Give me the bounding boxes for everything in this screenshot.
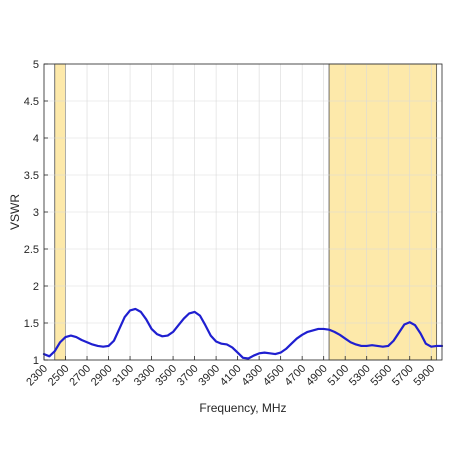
y-tick-label: 1 — [33, 355, 39, 367]
series-layer — [42, 307, 444, 360]
x-tick-label: 3700 — [175, 363, 201, 389]
x-tick-label: 4700 — [282, 363, 308, 389]
x-tick-label: 5900 — [412, 363, 438, 389]
x-tick-label: 2900 — [89, 363, 115, 389]
x-tick-label: 3300 — [132, 363, 158, 389]
x-tick-label: 3500 — [153, 363, 179, 389]
x-tick-label: 3900 — [196, 363, 222, 389]
x-tick-label: 5700 — [390, 363, 416, 389]
x-tick-label: 2500 — [46, 363, 72, 389]
y-tick-label: 3.5 — [24, 170, 39, 182]
x-tick-label: 3100 — [110, 363, 136, 389]
x-tick-label: 5300 — [347, 363, 373, 389]
x-tick-label: 2700 — [67, 363, 93, 389]
y-tick-label: 2.5 — [24, 244, 39, 256]
series-line — [42, 307, 444, 360]
x-tick-label: 5100 — [326, 363, 352, 389]
x-tick-label: 4900 — [304, 363, 330, 389]
x-axis-ticks: 2300250027002900310033003500370039004100… — [24, 356, 437, 388]
y-tick-label: 5 — [33, 59, 39, 71]
x-tick-label: 4500 — [261, 363, 287, 389]
x-tick-label: 5500 — [369, 363, 395, 389]
y-tick-label: 4.5 — [24, 96, 39, 108]
y-tick-label: 3 — [33, 207, 39, 219]
y-axis-label: VSWR — [8, 194, 22, 230]
y-axis-ticks: 1 1.5 2 2.5 3 3.5 4 4.5 5 — [24, 59, 48, 367]
y-tick-label: 1.5 — [24, 318, 39, 330]
y-tick-label: 2 — [33, 281, 39, 293]
x-axis-label: Frequency, MHz — [199, 401, 286, 415]
y-tick-label: 4 — [33, 133, 39, 145]
x-tick-label: 4300 — [239, 363, 265, 389]
x-tick-label: 4100 — [218, 363, 244, 389]
